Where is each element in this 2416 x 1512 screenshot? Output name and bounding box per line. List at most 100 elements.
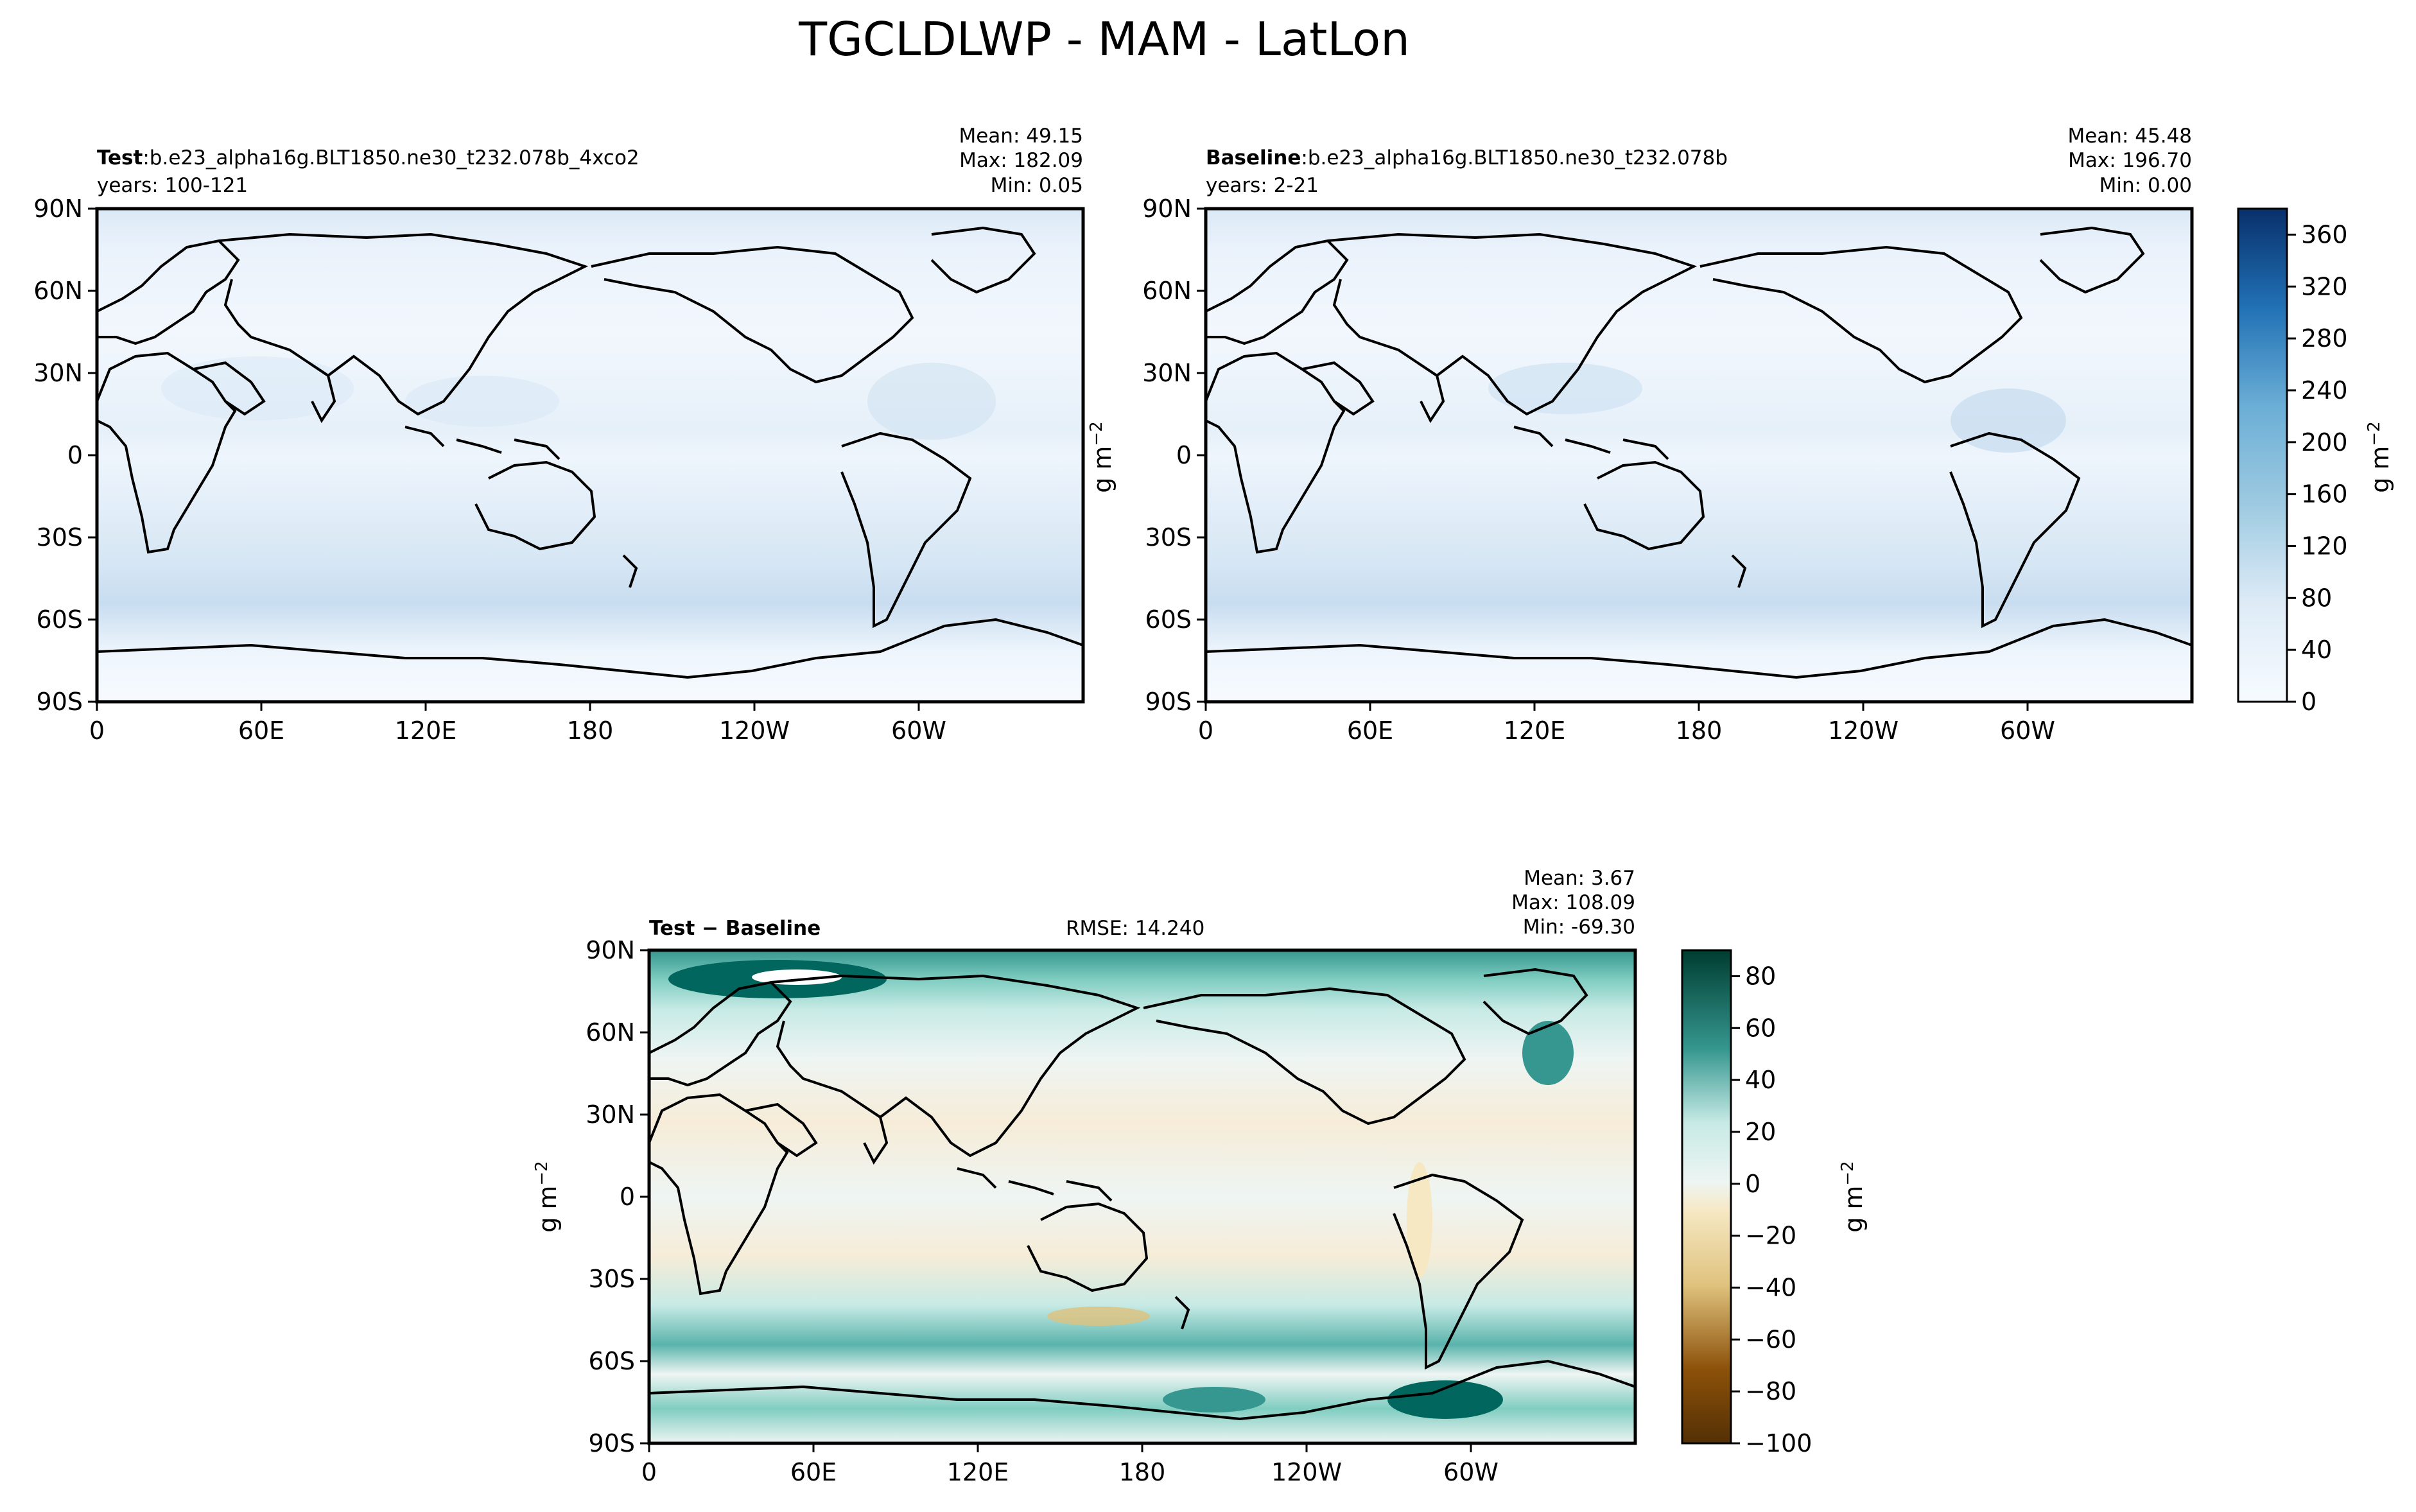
test-field-blob <box>161 356 354 421</box>
blues-colorbar-tick-label: 40 <box>2301 636 2332 664</box>
blues-colorbar-tick-label: 120 <box>2301 532 2348 560</box>
baseline-lon-tick-label: 60E <box>1347 717 1393 745</box>
baseline-years: years: 2-21 <box>1206 174 1319 197</box>
blues-colorbar-tick-label: 240 <box>2301 376 2348 404</box>
diff-field-blob <box>1387 1380 1503 1419</box>
test-lat-tick-label: 90S <box>37 688 83 716</box>
diff-stat-max: Max: 108.09 <box>1511 891 1635 914</box>
blues-colorbar-tick-label: 80 <box>2301 584 2332 612</box>
baseline-stat-mean: Mean: 45.48 <box>2067 125 2192 148</box>
blues-colorbar-tick-label: 360 <box>2301 220 2348 248</box>
diff-panel: 90N 60N 30N 0 30S 60S 90S 0 60E 120E 180 120W 60W <box>586 936 1637 1486</box>
brbg-colorbar-fill <box>1681 949 1732 1445</box>
diff-label: Test − Baseline <box>649 917 821 940</box>
baseline-lat-tick-label: 30S <box>1145 523 1192 552</box>
test-lat-tick-label: 60S <box>37 605 83 634</box>
brbg-colorbar: 80 60 40 20 0 −20 −40 −60 −80 −100 <box>1681 949 1812 1457</box>
test-lon-tick-label: 180 <box>567 717 614 745</box>
brbg-colorbar-tick-label: 0 <box>1745 1170 1760 1198</box>
test-lon-tick-label: 0 <box>89 717 105 745</box>
diff-lon-tick-label: 60W <box>1443 1458 1499 1486</box>
left-axis-label: g m−2 <box>1087 421 1117 493</box>
baseline-stat-min: Min: 0.00 <box>2099 174 2192 197</box>
diff-lon-tick-label: 120W <box>1271 1458 1342 1486</box>
test-lat-tick-label: 30S <box>37 523 83 552</box>
baseline-panel: 90N 60N 30N 0 30S 60S 90S 0 60E 120E 180 120W 60W <box>1142 195 2194 745</box>
test-stat-min: Min: 0.05 <box>991 174 1083 197</box>
blues-colorbar-tick-label: 280 <box>2301 324 2348 352</box>
blues-colorbar-ticks: 0 40 80 120 160 200 240 280 320 360 <box>2287 220 2348 716</box>
diff-lat-tick-label: 0 <box>620 1183 635 1211</box>
blues-colorbar-tick-label: 160 <box>2301 480 2348 508</box>
baseline-stat-max: Max: 196.70 <box>2068 149 2192 172</box>
test-panel: 90N 60N 30N 0 30S 60S 90S 0 60E 120E 180 120W 60W <box>33 195 1085 745</box>
baseline-field-blob <box>1488 363 1642 414</box>
baseline-lat-tick-label: 0 <box>1176 441 1192 469</box>
diff-lon-tick-label: 60E <box>790 1458 837 1486</box>
diff-lat-tick-label: 90N <box>586 936 635 964</box>
baseline-lat-tick-label: 30N <box>1142 359 1192 387</box>
baseline-lon-tick-label: 60W <box>2000 717 2055 745</box>
test-label: Test:b.e23_alpha16g.BLT1850.ne30_t232.07… <box>97 146 639 169</box>
test-lon-tick-label: 60W <box>891 717 946 745</box>
brbg-colorbar-tick-label: −20 <box>1745 1222 1796 1250</box>
diff-stat-min: Min: -69.30 <box>1523 916 1635 939</box>
test-map-field <box>97 209 1083 702</box>
blues-colorbar-tick-label: 200 <box>2301 428 2348 456</box>
baseline-map-field <box>1206 209 2192 702</box>
diff-ylabel: g m−2 <box>532 1161 562 1233</box>
diff-field-blob <box>1522 1021 1574 1085</box>
test-lon-tick-label: 120E <box>395 717 457 745</box>
brbg-colorbar-label: g m−2 <box>1838 1161 1868 1233</box>
baseline-lat-tick-label: 90N <box>1142 195 1192 223</box>
baseline-lat-tick-label: 60S <box>1145 605 1192 634</box>
test-field-blob <box>405 376 559 427</box>
blues-colorbar-label: g m−2 <box>2365 421 2394 493</box>
baseline-lon-tick-label: 0 <box>1198 717 1213 745</box>
test-lat-tick-label: 30N <box>33 359 83 387</box>
diff-lon-tick-label: 0 <box>641 1458 657 1486</box>
diff-lon-tick-label: 180 <box>1119 1458 1166 1486</box>
diff-stat-mean: Mean: 3.67 <box>1524 867 1635 890</box>
brbg-colorbar-tick-label: 60 <box>1745 1014 1776 1042</box>
diff-rmse: RMSE: 14.240 <box>1066 917 1204 940</box>
test-lon-ticks: 0 60E 120E 180 120W 60W <box>89 702 946 745</box>
brbg-colorbar-tick-label: 40 <box>1745 1066 1776 1094</box>
diff-lat-tick-label: 60S <box>589 1347 635 1375</box>
baseline-field-blob <box>1951 388 2066 453</box>
brbg-colorbar-tick-label: −80 <box>1745 1377 1796 1405</box>
diff-lon-tick-label: 120E <box>947 1458 1009 1486</box>
brbg-colorbar-tick-label: 80 <box>1745 962 1776 990</box>
diff-lat-tick-label: 30N <box>586 1100 635 1129</box>
test-lat-tick-label: 0 <box>67 441 83 469</box>
brbg-colorbar-tick-label: −40 <box>1745 1273 1796 1301</box>
diff-lat-tick-label: 60N <box>586 1018 635 1047</box>
blues-colorbar-tick-label: 0 <box>2301 688 2316 716</box>
suptitle: TGCLDLWP - MAM - LatLon <box>798 12 1410 66</box>
baseline-label: Baseline:b.e23_alpha16g.BLT1850.ne30_t23… <box>1206 146 1728 169</box>
diff-lat-ticks: 90N 60N 30N 0 30S 60S 90S <box>586 936 649 1457</box>
diff-field-blob <box>1047 1307 1150 1326</box>
test-stat-max: Max: 182.09 <box>959 149 1083 172</box>
test-lat-ticks: 90N 60N 30N 0 30S 60S 90S <box>33 195 97 716</box>
test-stat-mean: Mean: 49.15 <box>959 125 1083 148</box>
baseline-lat-tick-label: 90S <box>1145 688 1192 716</box>
test-years: years: 100-121 <box>97 174 248 197</box>
blues-colorbar-fill <box>2237 207 2288 703</box>
brbg-colorbar-tick-label: −100 <box>1745 1429 1812 1457</box>
test-lat-tick-label: 60N <box>33 277 83 305</box>
diff-field-blob <box>1407 1162 1432 1278</box>
blues-colorbar-tick-label: 320 <box>2301 272 2348 300</box>
brbg-colorbar-tick-label: 20 <box>1745 1118 1776 1146</box>
brbg-colorbar-ticks: 80 60 40 20 0 −20 −40 −60 −80 −100 <box>1731 962 1812 1457</box>
diff-lat-tick-label: 90S <box>589 1429 635 1457</box>
test-lon-tick-label: 60E <box>238 717 284 745</box>
diff-map-field <box>649 950 1635 1443</box>
baseline-lon-tick-label: 180 <box>1676 717 1723 745</box>
blues-colorbar: 0 40 80 120 160 200 240 280 320 360 <box>2237 207 2348 716</box>
diff-lon-ticks: 0 60E 120E 180 120W 60W <box>641 1443 1499 1486</box>
baseline-lon-tick-label: 120W <box>1828 717 1899 745</box>
baseline-lat-ticks: 90N 60N 30N 0 30S 60S 90S <box>1142 195 1206 716</box>
test-lon-tick-label: 120W <box>719 717 790 745</box>
